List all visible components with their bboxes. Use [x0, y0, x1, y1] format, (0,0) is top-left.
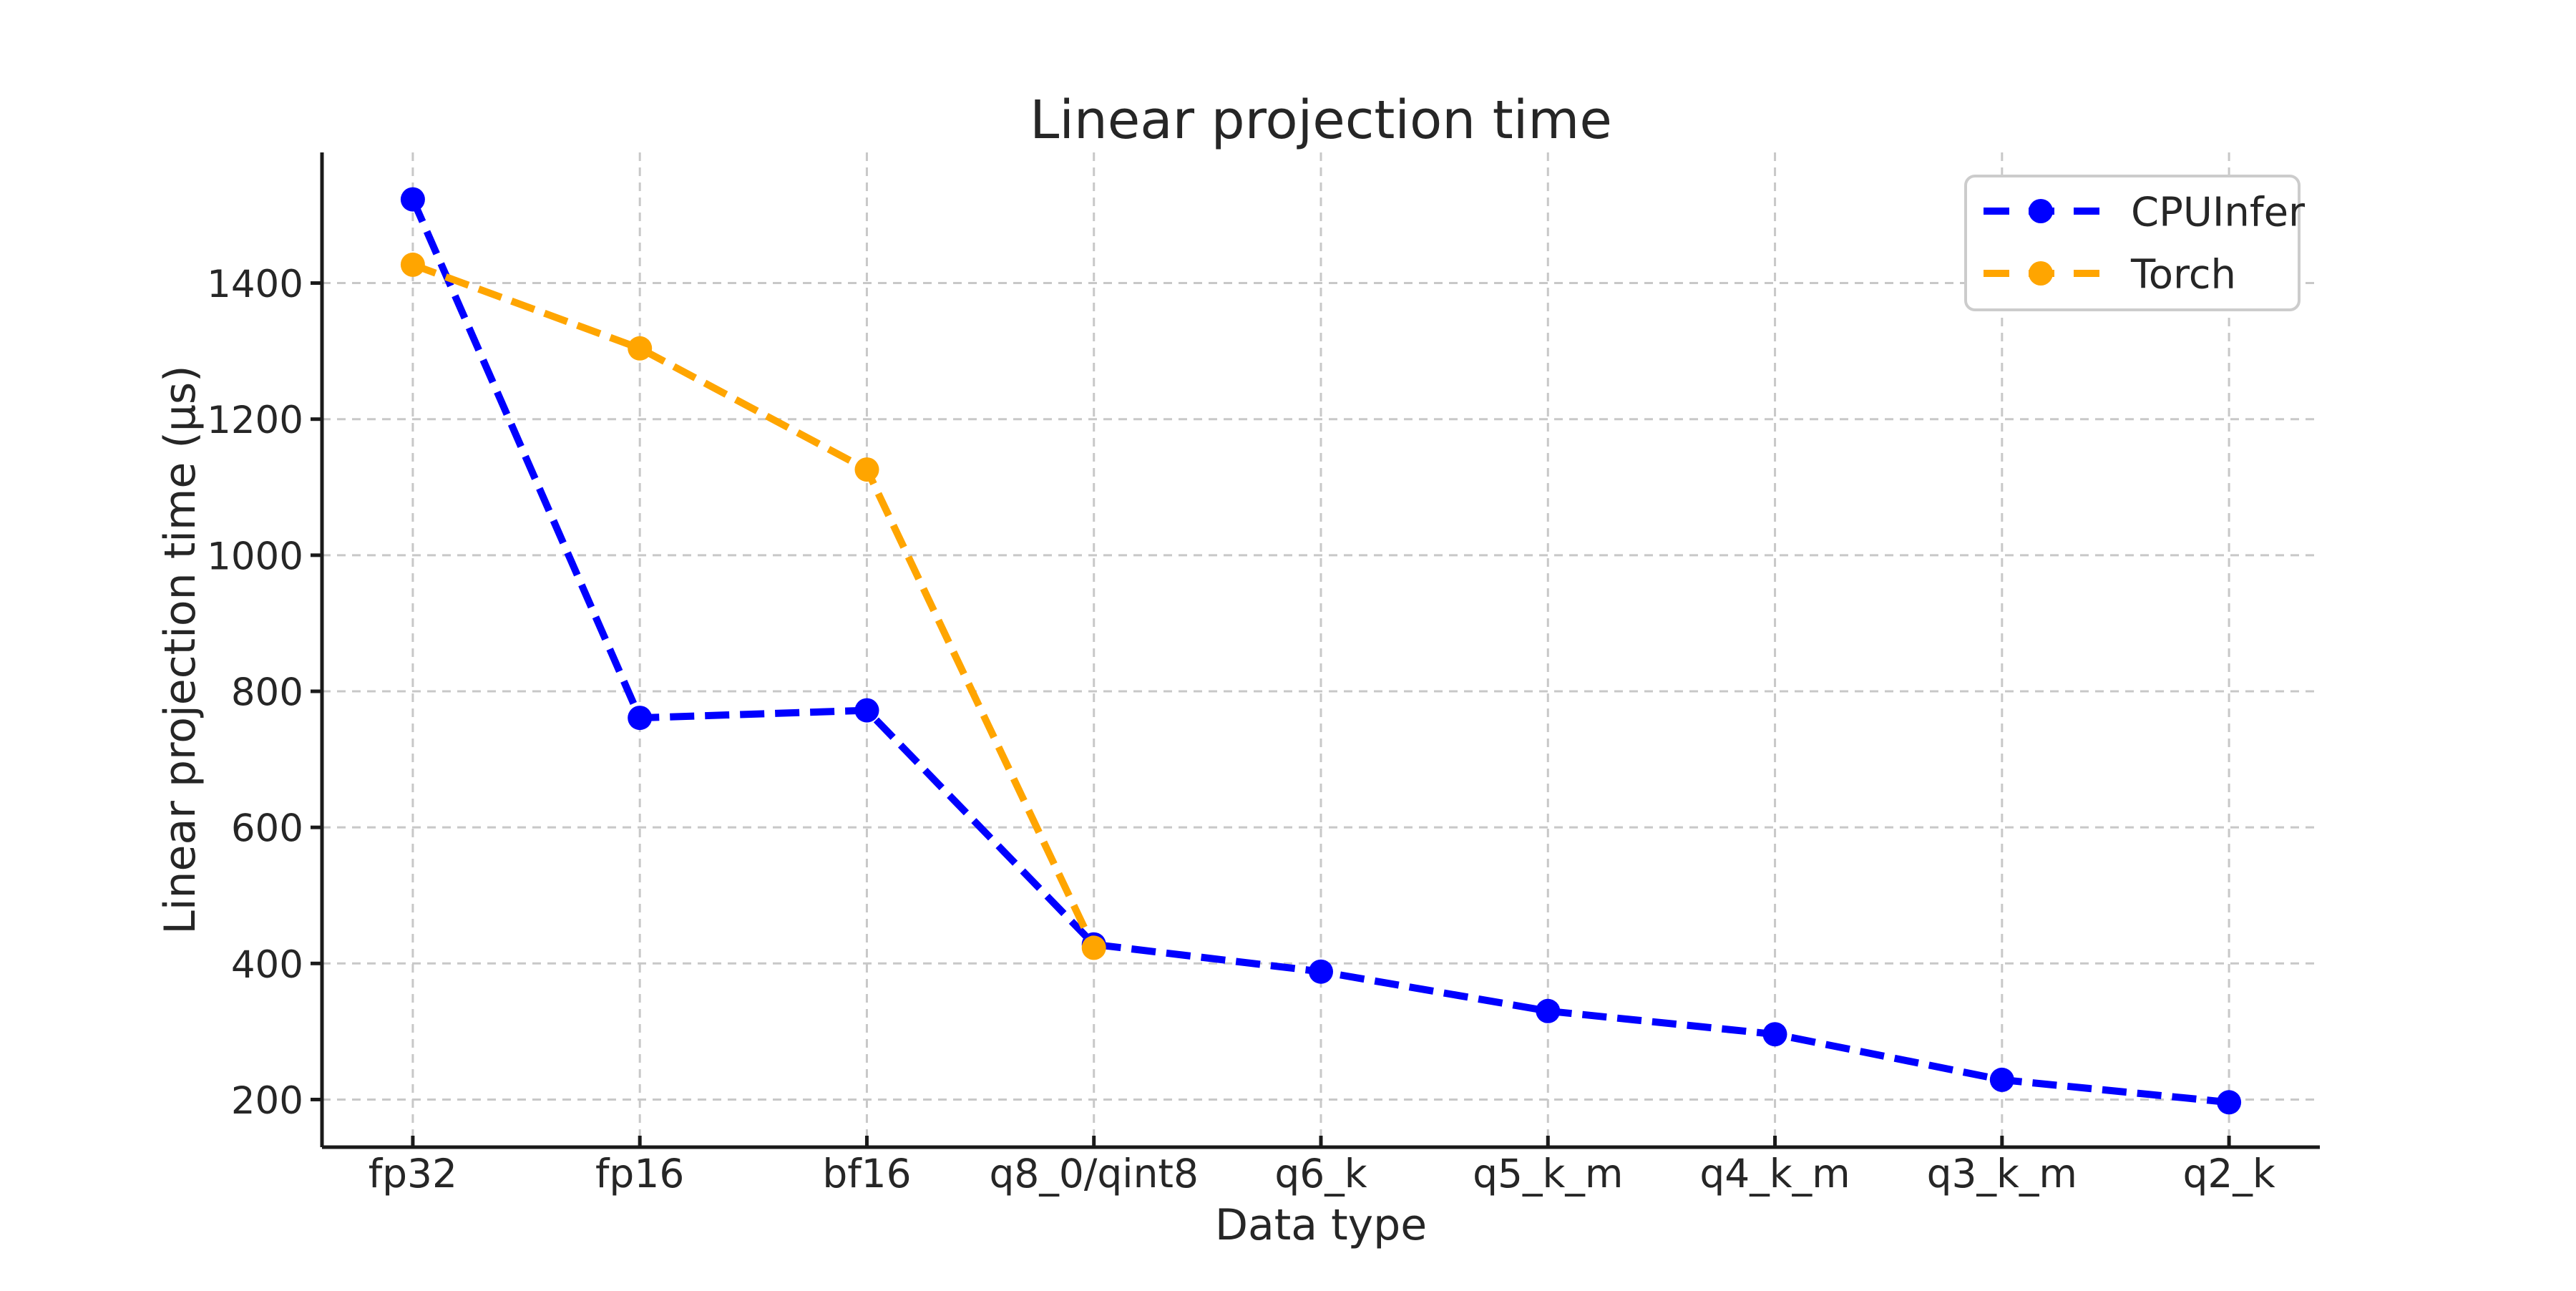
x-tick-label: bf16	[822, 1151, 911, 1197]
x-tick-label: fp16	[595, 1151, 684, 1197]
data-point-cpuinfer	[400, 187, 425, 212]
legend-entry-torch: Torch	[1984, 252, 2236, 298]
data-point-cpuinfer	[854, 698, 879, 723]
axis-ticks	[311, 281, 2231, 1147]
x-tick-label: q8_0/qint8	[989, 1151, 1199, 1197]
legend-label: Torch	[2130, 252, 2236, 298]
data-point-torch	[1081, 935, 1106, 960]
x-tick-label: q2_k	[2182, 1151, 2275, 1197]
data-point-cpuinfer	[1309, 959, 1333, 984]
y-tick-label: 1400	[207, 263, 303, 306]
legend-label: CPUInfer	[2131, 190, 2306, 236]
y-tick-label: 400	[231, 943, 303, 987]
data-point-torch	[628, 336, 653, 361]
data-point-cpuinfer	[1536, 998, 1561, 1023]
legend-entry-cpuinfer: CPUInfer	[1984, 190, 2306, 236]
x-tick-label: q4_k_m	[1699, 1151, 1850, 1197]
data-point-cpuinfer	[1762, 1022, 1787, 1047]
tick-labels: 200 400 600 800 1000 1200 1400 fp32 fp16 bf16 q8_0…	[207, 263, 2275, 1197]
x-tick-label: q3_k_m	[1927, 1151, 2077, 1197]
y-tick-label: 1000	[207, 535, 303, 578]
legend: CPUInfer Torch	[1964, 175, 2306, 311]
x-tick-label: q6_k	[1274, 1151, 1367, 1197]
data-point-cpuinfer	[2217, 1090, 2242, 1115]
data-point-torch	[854, 457, 879, 482]
x-axis-label: Data type	[1215, 1200, 1427, 1250]
data-point-cpuinfer	[628, 706, 653, 731]
x-tick-label: q5_k_m	[1473, 1151, 1623, 1197]
data-series	[400, 187, 2242, 1115]
legend-marker-icon	[2029, 199, 2053, 223]
x-tick-label: fp32	[369, 1151, 457, 1197]
y-tick-label: 800	[231, 671, 303, 714]
y-tick-label: 600	[231, 807, 303, 851]
y-tick-label: 1200	[207, 399, 303, 442]
chart-title: Linear projection time	[1030, 89, 1612, 151]
data-point-torch	[400, 252, 425, 277]
y-axis-label: Linear projection time (μs)	[155, 365, 205, 934]
data-point-cpuinfer	[1989, 1067, 2014, 1092]
axes-spines	[320, 152, 2320, 1149]
series-line-torch	[411, 261, 1098, 950]
y-tick-label: 200	[231, 1079, 303, 1123]
legend-marker-icon	[2029, 261, 2053, 286]
